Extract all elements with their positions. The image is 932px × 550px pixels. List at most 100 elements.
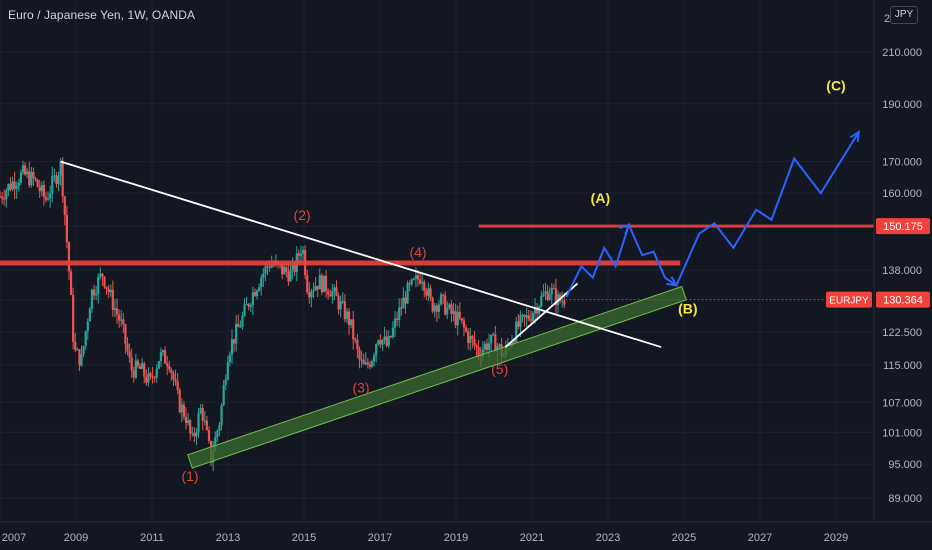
candle-body: [563, 300, 566, 305]
candle-body: [266, 266, 269, 268]
candle-body: [205, 420, 209, 430]
candle-body: [153, 377, 156, 379]
y-tick-label: 160.000: [882, 188, 922, 200]
candle-body: [182, 404, 186, 417]
candle-body: [151, 376, 154, 378]
candle-body: [550, 288, 553, 295]
candle-body: [51, 176, 54, 194]
currency-button[interactable]: JPY: [890, 6, 918, 24]
candle-body: [193, 432, 196, 437]
candle-body: [408, 283, 411, 285]
candle-body: [312, 290, 315, 292]
candle-body: [232, 339, 236, 344]
candle-body: [396, 318, 399, 321]
x-tick-label: 2011: [140, 532, 164, 544]
candle-body: [78, 349, 81, 366]
candle-body: [122, 319, 125, 325]
candle-body: [320, 275, 323, 293]
candle-body: [366, 362, 369, 365]
candle-body: [49, 193, 52, 199]
candle-body: [136, 360, 140, 367]
candle-body: [427, 288, 430, 296]
projection-arrow-b: [666, 276, 679, 287]
candle-body: [287, 271, 290, 282]
candle-body: [97, 276, 100, 294]
candle-body: [333, 287, 336, 291]
candle-body: [36, 179, 39, 187]
support-channel: [187, 285, 687, 469]
candle-body: [239, 326, 242, 328]
projection-arrow-a: [619, 223, 631, 235]
candle-body: [324, 275, 328, 292]
candle-body: [485, 343, 489, 350]
candle-body: [414, 275, 418, 279]
candle-body: [464, 327, 468, 332]
y-tick-label: 115.000: [883, 360, 922, 372]
trendline: [60, 160, 662, 348]
candle-body: [335, 287, 338, 297]
candle-body: [184, 416, 188, 423]
candle-body: [76, 349, 79, 351]
candle-body: [477, 347, 480, 355]
candle-body: [42, 184, 45, 197]
x-tick-label: 2029: [824, 532, 848, 544]
candle-body: [92, 289, 96, 296]
candle-body: [7, 184, 10, 191]
y-tick-label: 95.000: [888, 459, 922, 471]
candle-body: [446, 307, 449, 315]
x-tick-label: 2021: [520, 532, 544, 544]
x-tick-label: 2023: [596, 532, 620, 544]
candle-body: [187, 420, 190, 423]
candle-body: [214, 437, 217, 452]
candle-body: [416, 275, 420, 280]
candle-body: [341, 301, 344, 303]
y-tick-label: 101.000: [882, 427, 922, 439]
candle-body: [515, 321, 518, 342]
candle-body: [103, 276, 106, 287]
candle-body: [164, 350, 167, 364]
candle-body: [379, 340, 382, 345]
candle-body: [473, 339, 476, 346]
candle-body: [130, 357, 133, 371]
candle-body: [429, 288, 432, 298]
candle-body: [441, 294, 445, 296]
candle-body: [393, 318, 397, 328]
candle-body: [166, 363, 169, 367]
candle-body: [80, 354, 83, 366]
y-tick-label: 122.500: [882, 327, 922, 339]
candle-body: [492, 334, 495, 336]
candle-body: [143, 363, 146, 377]
candle-body: [235, 323, 238, 344]
candle-body: [283, 266, 286, 275]
projection-arrow-c: [849, 129, 861, 142]
candle-body: [21, 165, 25, 173]
candle-body: [299, 253, 303, 256]
wave-label: (A): [591, 190, 610, 206]
y-tick-label: 190.000: [882, 99, 922, 111]
y-tick-label-partial: 2: [884, 13, 890, 25]
candle-body: [201, 407, 204, 421]
candle-body: [460, 318, 463, 321]
candle-body: [17, 183, 20, 187]
candle-body: [90, 289, 94, 309]
candle-body: [316, 285, 319, 290]
candle-body: [260, 277, 263, 288]
candle-body: [513, 341, 516, 343]
candle-body: [180, 404, 183, 413]
candle-body: [111, 289, 114, 310]
chart-title: Euro / Japanese Yen, 1W, OANDA: [8, 8, 196, 22]
candle-body: [375, 344, 378, 356]
candle-body: [0, 196, 4, 199]
candle-body: [138, 366, 142, 369]
candle-body: [255, 290, 259, 296]
candle-body: [561, 300, 564, 302]
candle-body: [519, 315, 522, 327]
wave-label: (1): [181, 468, 198, 484]
candle-body: [23, 165, 27, 175]
candle-body: [377, 340, 380, 345]
candle-body: [237, 323, 240, 327]
candle-body: [247, 304, 250, 307]
candle-body: [249, 305, 252, 307]
